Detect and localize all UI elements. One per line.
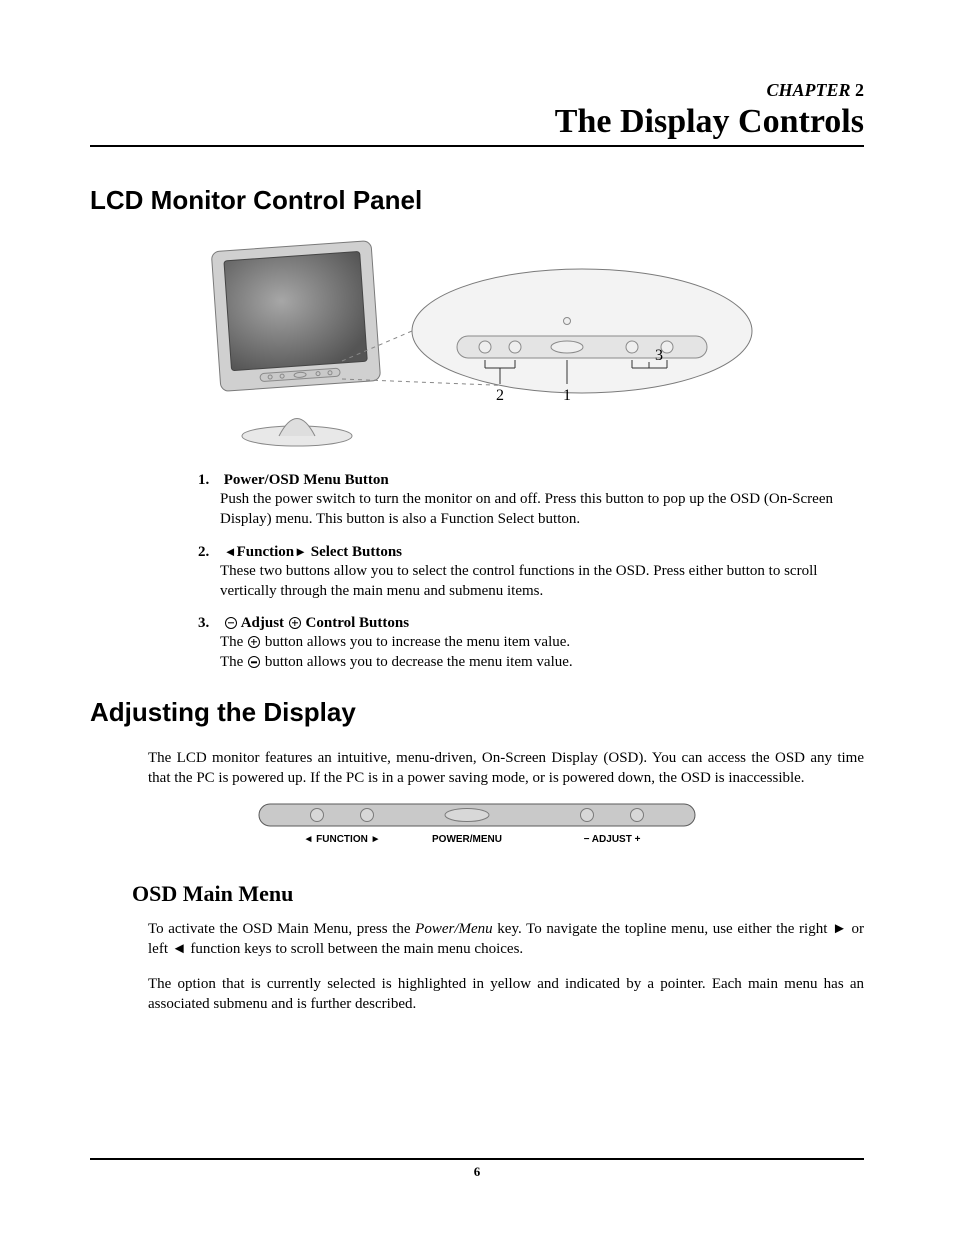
chapter-label-number: 2 xyxy=(855,80,864,100)
adjust-paragraph: The LCD monitor features an intuitive, m… xyxy=(148,748,864,789)
plus-icon xyxy=(289,617,301,629)
item-desc-line: The button allows you to decrease the me… xyxy=(220,652,864,672)
footer-rule xyxy=(90,1158,864,1160)
minus-icon xyxy=(248,656,260,668)
section-adjust-heading: Adjusting the Display xyxy=(90,697,864,728)
right-arrow-icon: ► xyxy=(294,544,307,559)
section-lcd-heading: LCD Monitor Control Panel xyxy=(90,185,864,216)
control-list: 1. Power/OSD Menu Button Push the power … xyxy=(198,472,864,673)
svg-text:POWER/MENU: POWER/MENU xyxy=(432,834,502,845)
item-desc: These two buttons allow you to select th… xyxy=(220,561,864,602)
item-desc: Push the power switch to turn the monito… xyxy=(220,489,864,530)
svg-text:2: 2 xyxy=(496,387,504,404)
svg-text:− ADJUST +: − ADJUST + xyxy=(584,834,641,845)
page-footer: 6 xyxy=(90,1158,864,1180)
item-title-suffix: Control Buttons xyxy=(306,615,410,631)
minus-icon xyxy=(225,617,237,629)
control-strip-figure: ◄ FUNCTION ► POWER/MENU − ADJUST + xyxy=(90,802,864,853)
svg-text:◄ FUNCTION ►: ◄ FUNCTION ► xyxy=(303,834,380,845)
item-title-mid: Function xyxy=(237,544,295,560)
item-title: Power/OSD Menu Button xyxy=(224,472,389,488)
chapter-label: CHAPTER 2 xyxy=(90,80,864,101)
left-arrow-icon: ◄ xyxy=(224,544,237,559)
item-number: 1. xyxy=(198,472,220,489)
list-item-3: 3. Adjust Control Buttons The button all… xyxy=(198,615,864,673)
item-number: 2. xyxy=(198,544,220,561)
svg-text:3: 3 xyxy=(655,347,663,364)
osd-para-2: The option that is currently selected is… xyxy=(148,974,864,1015)
item-title-mid: Adjust xyxy=(241,615,284,631)
item-number: 3. xyxy=(198,615,220,632)
page-number: 6 xyxy=(90,1164,864,1180)
osd-para-1: To activate the OSD Main Menu, press the… xyxy=(148,919,864,960)
item-desc-line: The button allows you to increase the me… xyxy=(220,632,864,652)
svg-text:1: 1 xyxy=(563,387,571,404)
power-menu-key: Power/Menu xyxy=(415,921,492,937)
list-item-2: 2. ◄Function► Select Buttons These two b… xyxy=(198,544,864,602)
osd-main-menu-heading: OSD Main Menu xyxy=(132,881,864,907)
chapter-rule xyxy=(90,145,864,147)
item-title-suffix: Select Buttons xyxy=(311,544,402,560)
chapter-label-prefix: CHAPTER xyxy=(766,80,850,100)
chapter-title: The Display Controls xyxy=(90,103,864,141)
plus-icon xyxy=(248,636,260,648)
monitor-diagram: 2 1 3 xyxy=(90,236,864,456)
list-item-1: 1. Power/OSD Menu Button Push the power … xyxy=(198,472,864,530)
